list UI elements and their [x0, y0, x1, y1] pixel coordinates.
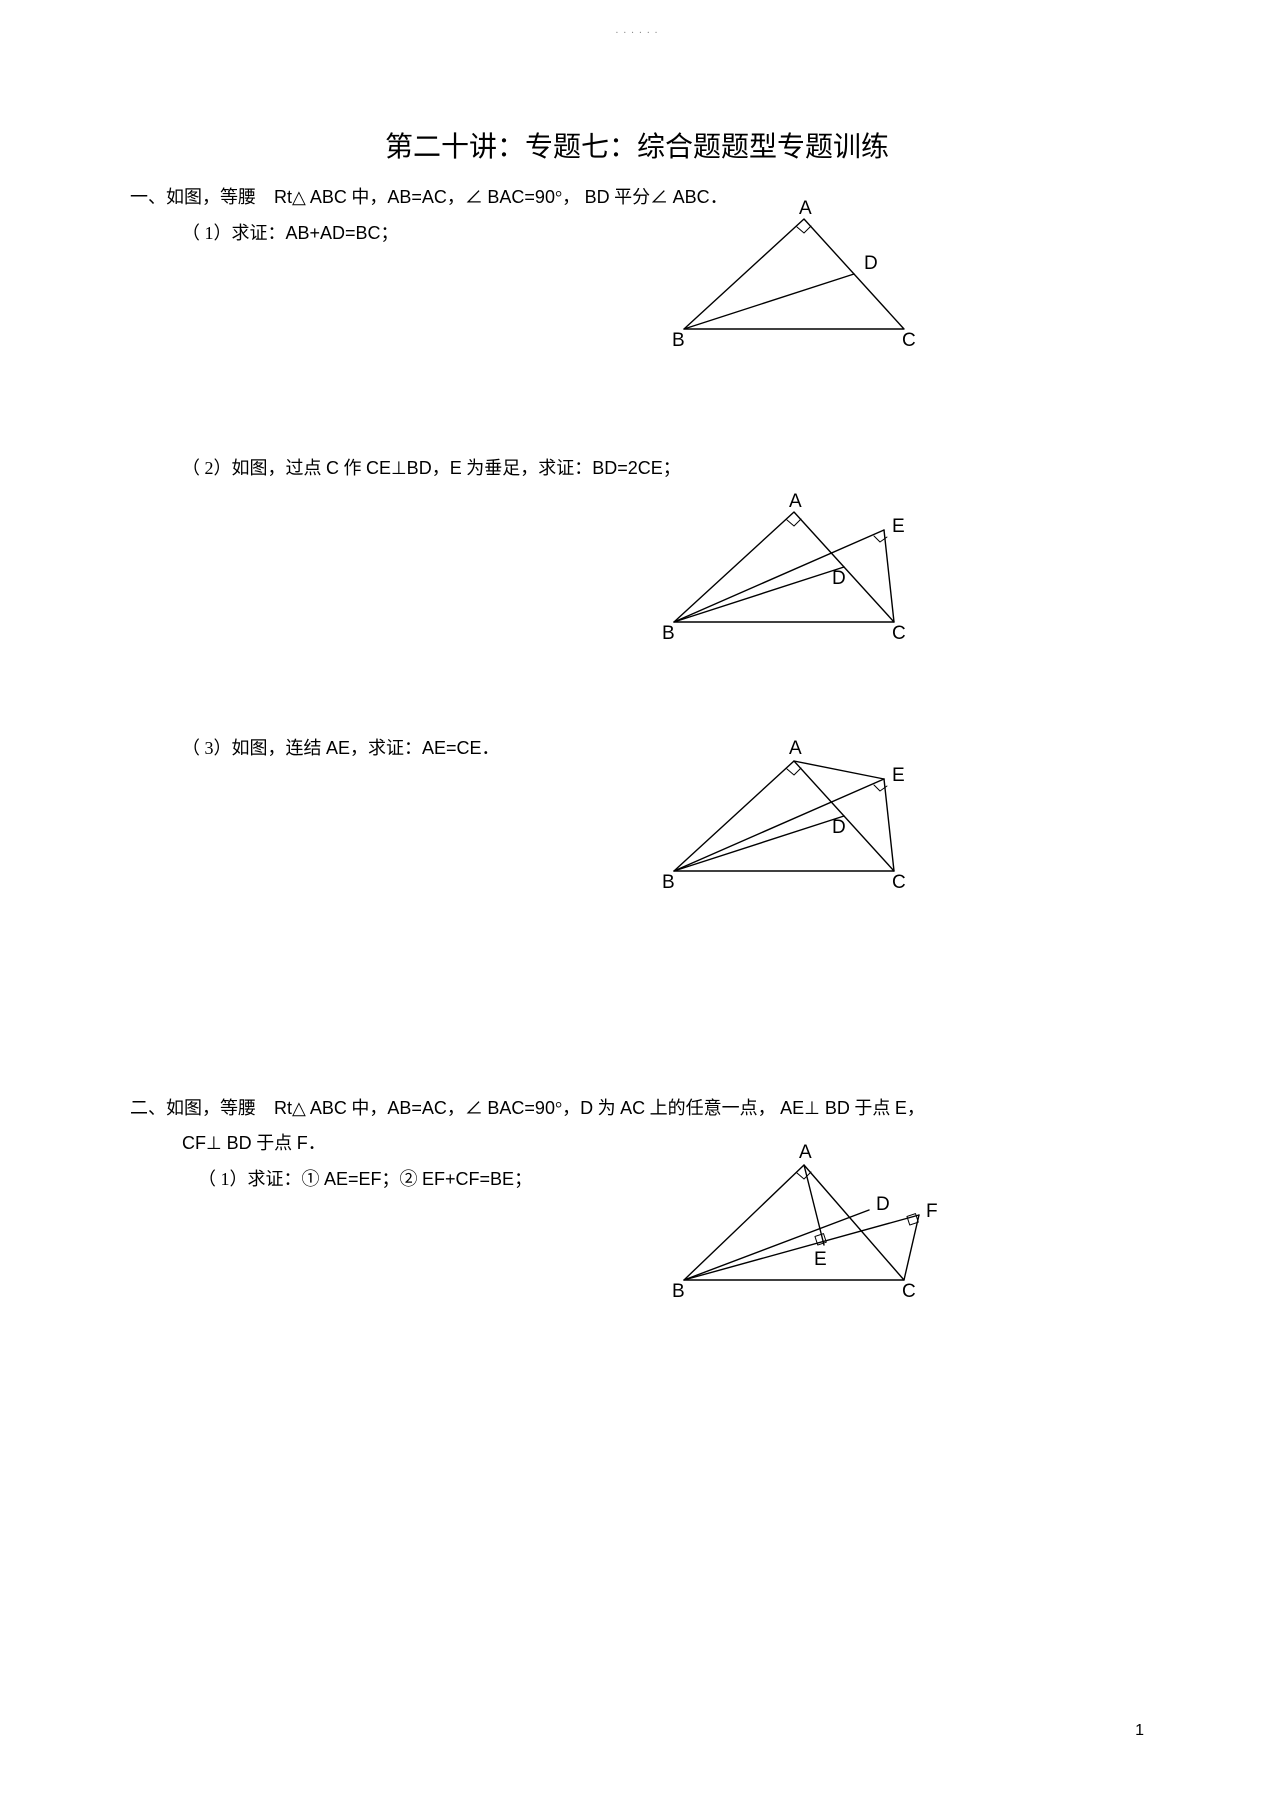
p2-q1-e: ；: [514, 1169, 532, 1189]
p2-l1-g: °，: [555, 1098, 580, 1118]
p1-stem-c: 中，: [347, 187, 388, 207]
problem-2-line2: CF⊥ BD 于点 F．: [182, 1129, 1144, 1159]
p2-l1-f: BAC=90: [487, 1098, 555, 1118]
p1-q2-e: ，: [432, 458, 450, 478]
label-A2: A: [789, 491, 802, 512]
p1-q2: （ 2）如图，过点 C 作 CE⊥BD，E 为垂足，求证：BD=2CE；: [182, 454, 1144, 483]
header-dots: · · · · · ·: [615, 28, 658, 39]
label-B: B: [672, 330, 685, 349]
label-A3: A: [789, 738, 802, 759]
problem-2-line1: 二、如图，等腰 Rt△ ABC 中，AB=AC，∠ BAC=90°，D 为 AC…: [130, 1094, 1144, 1124]
p2-l1-h: D: [580, 1098, 593, 1118]
p1-q2-c: 作: [339, 458, 366, 478]
label-A: A: [799, 199, 812, 219]
p2-l1-d: AB=AC: [387, 1098, 447, 1118]
figure-4: A B C D E F: [664, 1135, 944, 1300]
label-C4: C: [902, 1281, 916, 1300]
p1-stem-a: 一、如图，等腰: [130, 187, 274, 207]
p2-l1-b: Rt△ ABC: [274, 1098, 347, 1118]
p1-q2-block: （ 2）如图，过点 C 作 CE⊥BD，E 为垂足，求证：BD=2CE； A B…: [130, 454, 1144, 734]
p2-l1-o: ，: [907, 1098, 925, 1118]
p2-q1-d: EF+CF=BE: [422, 1169, 514, 1189]
p1-q1: （ 1）求证：AB+AD=BC；: [182, 219, 1144, 248]
figure-2: A B C D E: [654, 482, 924, 642]
p1-q2-g: 为垂足，求证：: [462, 458, 593, 478]
p1-q1-a: （ 1）求证：: [182, 223, 286, 243]
label-D2: D: [832, 568, 846, 589]
label-D: D: [864, 253, 878, 274]
label-C2: C: [892, 623, 906, 642]
p1-q1-block: （ 1）求证：AB+AD=BC； A B C D: [130, 219, 1144, 454]
p1-q1-b: AB+AD=BC: [286, 223, 381, 243]
triangle-2-svg: A B C D E: [654, 482, 924, 642]
p2-l1-c: 中，: [347, 1098, 388, 1118]
p1-q2-b: C: [326, 458, 339, 478]
p1-q2-f: E: [450, 458, 462, 478]
p2-l1-n: E: [895, 1098, 907, 1118]
p1-q2-h: BD=2CE: [592, 458, 663, 478]
label-E4: E: [814, 1249, 827, 1270]
triangle-3-svg: A B C D E: [654, 726, 924, 891]
p2-l2-d: ．: [308, 1133, 326, 1153]
p2-l2-c: F: [297, 1133, 308, 1153]
label-D4: D: [876, 1194, 890, 1215]
triangle-1-svg: A B C D: [664, 199, 924, 349]
p2-l1-i: 为: [593, 1098, 620, 1118]
p1-stem-e: ，∠: [447, 187, 488, 207]
label-F4: F: [926, 1201, 938, 1222]
label-C: C: [902, 330, 916, 349]
p1-q2-i: ；: [663, 458, 681, 478]
label-A4: A: [799, 1142, 812, 1163]
p1-q2-d: CE⊥BD: [366, 458, 432, 478]
p2-l1-j: AC: [620, 1098, 645, 1118]
p1-q3-a: （ 3）如图，连结: [182, 738, 326, 758]
p2-l2-b: 于点: [252, 1133, 297, 1153]
p1-q3-block: （ 3）如图，连结 AE，求证：AE=CE． A B C D: [130, 734, 1144, 1094]
p2-l1-a: 二、如图，等腰: [130, 1098, 274, 1118]
label-E3: E: [892, 765, 905, 786]
label-D3: D: [832, 817, 846, 838]
triangle-4-svg: A B C D E F: [664, 1135, 944, 1300]
label-E2: E: [892, 516, 905, 537]
p2-l1-l: AE⊥ BD: [780, 1098, 850, 1118]
problem-1-stem: 一、如图，等腰 Rt△ ABC 中，AB=AC，∠ BAC=90°， BD 平分…: [130, 183, 1144, 213]
p1-stem-b: Rt△ ABC: [274, 187, 347, 207]
p2-q1-a: （ 1）求证：①: [198, 1169, 324, 1189]
figure-3: A B C D E: [654, 726, 924, 891]
p1-q3-c: ，求证：: [350, 738, 422, 758]
p1-stem-f: BAC=90: [487, 187, 555, 207]
label-C3: C: [892, 872, 906, 891]
p1-stem-h: BD: [585, 187, 610, 207]
p2-l1-k: 上的任意一点，: [645, 1098, 780, 1118]
p2-l2-a: CF⊥ BD: [182, 1133, 252, 1153]
p2-q1-b: AE=EF: [324, 1169, 382, 1189]
p2-q1-c: ；②: [382, 1169, 423, 1189]
figure-1: A B C D: [664, 199, 924, 349]
label-B4: B: [672, 1281, 685, 1300]
label-B2: B: [662, 623, 675, 642]
p2-l1-m: 于点: [850, 1098, 895, 1118]
page-number: 1: [1135, 1722, 1144, 1740]
p1-q3-d: AE=CE: [422, 738, 482, 758]
p1-q3-b: AE: [326, 738, 350, 758]
p1-stem-g: °，: [555, 187, 585, 207]
p1-stem-d: AB=AC: [387, 187, 447, 207]
p2-l1-e: ，∠: [447, 1098, 488, 1118]
p2-q1-block: （ 1）求证：① AE=EF；② EF+CF=BE； A B C: [130, 1165, 1144, 1335]
p1-q2-a: （ 2）如图，过点: [182, 458, 326, 478]
page: · · · · · · 第二十讲：专题七：综合题题型专题训练 一、如图，等腰 R…: [0, 0, 1274, 1804]
p1-q3-e: ．: [482, 738, 500, 758]
label-B3: B: [662, 872, 675, 891]
p1-q1-c: ；: [381, 223, 399, 243]
page-title: 第二十讲：专题七：综合题题型专题训练: [130, 125, 1144, 165]
